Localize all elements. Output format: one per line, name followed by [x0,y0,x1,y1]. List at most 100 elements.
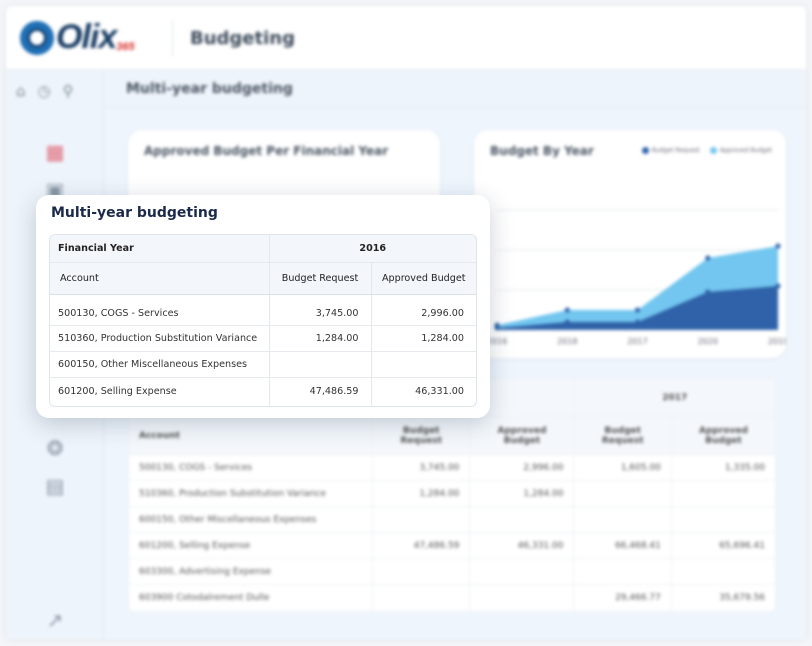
x-tick-label: 2018 [557,337,577,346]
logo-sub: 365 [116,40,135,53]
table-cell: 1,284.00 [469,480,575,507]
pin-icon[interactable]: ⚲ [62,82,74,100]
data-point [564,307,570,313]
popup-table: Financial Year 2016 Account Budget Reque… [50,235,476,406]
table-row: 600150, Other Miscellaneous Expenses [128,506,777,533]
table-cell [573,506,672,533]
budget-by-year-card: Budget By Year Budget Request Approved B… [474,130,786,358]
table-cell: 601200, Selling Expense [128,532,373,559]
table-cell: 510360, Production Substitution Variance [128,480,373,507]
table-cell [371,584,471,611]
budget-request-cell: 1,284.00 [269,325,372,352]
column-header: Approved Budget [469,416,575,455]
account-cell: 510360, Production Substitution Variance [50,325,270,352]
logo-mark [20,20,54,55]
logo: Olix 365 [20,18,135,57]
x-tick-label: 2016 [487,337,507,346]
budget-icon[interactable]: ❂ [46,436,64,460]
table-row: 603900 Cotodalrement Dulle 29,466.77 35,67… [128,584,777,611]
budget-request-cell: 3,745.00 [269,294,372,326]
table-cell [371,506,471,533]
table-row: 500130, COGS - Services 3,745.00 2,996.0… [50,294,476,326]
financial-year-label: Financial Year [50,235,270,263]
table-cell [469,558,575,585]
table-row: 601200, Selling Expense 47,486.59 46,331… [50,377,476,406]
year-header: 2016 [269,235,476,263]
table-cell [573,558,672,585]
divider [172,20,173,56]
chart-legend: Budget Request Approved Budget [641,147,772,154]
area-series-0 [497,286,778,330]
table-cell [670,480,777,507]
table-cell: 66,468.41 [573,532,672,559]
column-header: Account [128,416,373,455]
approved-budget-cell: 46,331.00 [415,386,464,398]
column-header: Budget Request [573,416,672,455]
multi-year-budget-popup: Multi-year budgeting Financial Year 2016… [36,195,490,418]
table-cell: 35,679.56 [670,584,777,611]
table-row: 601200, Selling Expense 47,486.59 46,331.0… [128,532,777,559]
data-point [564,319,570,325]
year-header: 2017 [573,378,776,417]
x-tick-label: 2019 [768,337,786,346]
table-cell: 603900 Cotodalrement Dulle [128,584,373,611]
column-header: Approved Budget [670,416,777,455]
table-row: 510360, Production Substitution Variance… [128,480,777,507]
data-point [635,307,640,313]
table-cell: 1,335.00 [670,454,777,481]
table-cell [469,584,575,611]
top-header: Olix 365 Budgeting [6,6,806,70]
chart-title: Approved Budget Per Financial Year [144,144,389,158]
table-cell: 46,331.00 [469,532,575,559]
approved-budget-cell: 1,284.00 [371,325,476,352]
app-title: Budgeting [190,28,295,49]
table-cell [371,558,471,585]
table-cell [670,506,777,533]
table-row: 510360, Production Substitution Variance… [50,325,476,352]
column-header-approved-budget: Approved Budget [371,262,476,295]
table-cell [573,480,672,507]
table-cell [670,558,777,585]
account-cell: 500130, COGS - Services [50,294,270,326]
x-tick-label: 2017 [627,337,647,346]
area-chart: 2016 2018 2017 2020 2019 [487,209,786,346]
page-title: Multi-year budgeting [126,81,293,97]
table-row: 500130, COGS - Services 3,745.00 2,996.00 1… [128,454,777,481]
approved-budget-cell: 2,996.00 [371,294,476,326]
table-cell: 603300, Advertising Expense [128,558,373,585]
table-cell: 1,605.00 [573,454,672,481]
home-icon[interactable]: ⌂ [16,82,26,100]
data-point [705,289,711,295]
document-icon[interactable]: ▤ [45,474,65,498]
table-row: 600150, Other Miscellaneous Expenses [50,351,476,378]
column-header: Budget Request [371,416,471,455]
approved-budget-cell [371,351,476,378]
history-icon[interactable]: ◷ [37,82,51,100]
table-cell: 500130, COGS - Services [128,454,373,481]
account-cell: 600150, Other Miscellaneous Expenses [50,351,270,378]
budget-request-cell [269,351,372,378]
table-cell: 29,466.77 [573,584,672,611]
table-cell: 600150, Other Miscellaneous Expenses [128,506,373,533]
table-cell: 65,696.41 [670,532,777,559]
legend-item: Approved Budget [709,147,772,154]
logo-text: Olix [56,18,117,56]
export-icon[interactable]: ↗ [46,608,64,632]
table-row: 603300, Advertising Expense [128,558,777,585]
x-tick-label: 2020 [698,337,718,346]
dashboard-grid-icon[interactable]: ▦ [45,140,65,164]
table-cell: 47,486.59 [371,532,471,559]
data-point [775,283,781,289]
account-cell: 601200, Selling Expense [50,377,270,406]
page-header: Multi-year budgeting [104,70,806,108]
table-cell: 1,284.00 [371,480,471,507]
data-point [705,255,711,261]
popup-title: Multi-year budgeting [51,205,218,221]
data-point [494,325,500,331]
chart-title: Budget By Year [490,144,594,158]
data-point [775,243,781,249]
data-point [635,319,640,325]
legend-item: Budget Request [641,147,700,154]
column-header-account: Account [50,262,270,295]
table-cell: 2,996.00 [469,454,575,481]
